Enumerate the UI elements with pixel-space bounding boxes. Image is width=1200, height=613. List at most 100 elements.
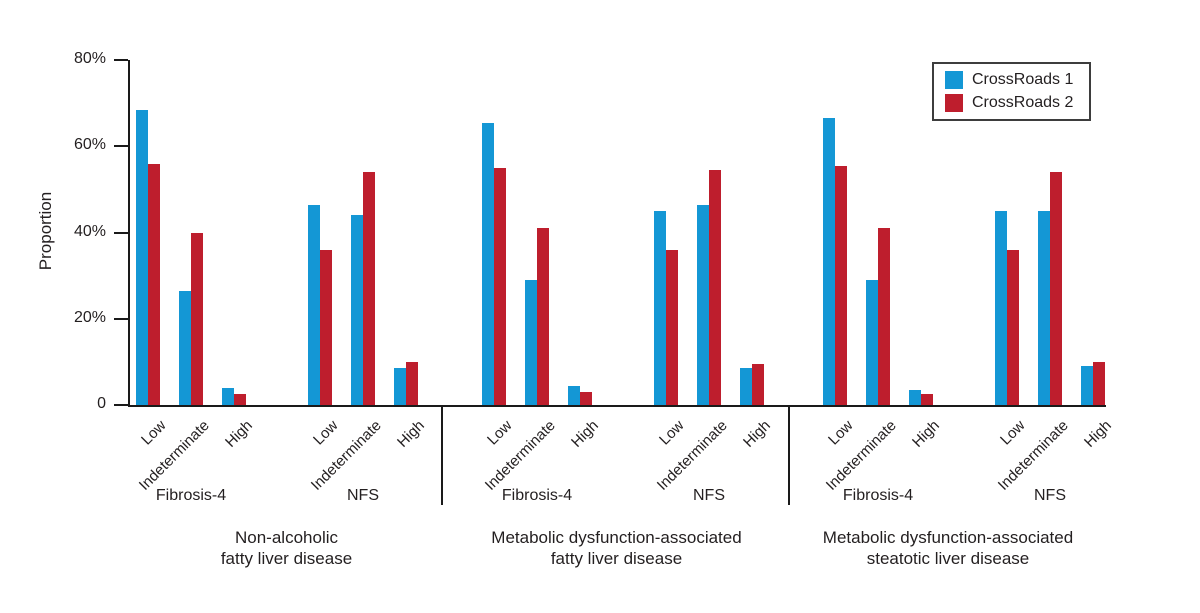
bar-pair: Low bbox=[995, 210, 1029, 448]
category-label: Low bbox=[310, 417, 343, 449]
bar-crossroads-1 bbox=[179, 290, 191, 405]
category-label: Low bbox=[138, 417, 171, 449]
category-label: High bbox=[1081, 417, 1116, 451]
category-label: Low bbox=[484, 417, 517, 449]
bar-crossroads-1 bbox=[136, 109, 148, 405]
panel-bars: Low Indeterminate High Fibrosis-4 Low Indeter… bbox=[823, 60, 1115, 504]
subgroup-label: NFS bbox=[347, 487, 379, 504]
bar-crossroads-1 bbox=[482, 122, 494, 405]
bar-crossroads-1 bbox=[654, 210, 666, 405]
panel-title-line: Metabolic dysfunction-associated bbox=[822, 528, 1074, 547]
y-tick-label: 60% bbox=[73, 136, 106, 154]
bar-crossroads-1 bbox=[995, 210, 1007, 405]
subgroup-bars: Low Indeterminate High bbox=[482, 122, 602, 494]
legend-label: CrossRoads 1 bbox=[972, 71, 1074, 88]
bar-crossroads-2 bbox=[537, 228, 549, 405]
y-tick-label: 0 bbox=[97, 395, 106, 412]
panel: Low Indeterminate High Fibrosis-4 Low Indeter… bbox=[790, 60, 1115, 568]
bar-crossroads-1 bbox=[1038, 210, 1050, 405]
subgroup: Low Indeterminate High NFS bbox=[654, 60, 774, 504]
subgroup: Low Indeterminate High Fibrosis-4 bbox=[482, 60, 602, 504]
bar-pair: High bbox=[740, 364, 774, 451]
subgroup-bars: Low Indeterminate High bbox=[654, 170, 774, 494]
panel-title: Non-alcoholic fatty liver disease bbox=[130, 527, 443, 569]
bar-crossroads-2 bbox=[1007, 249, 1019, 405]
y-tick-mark bbox=[114, 59, 128, 61]
bar-pair: Indeterminate bbox=[995, 172, 1072, 494]
legend: CrossRoads 1 CrossRoads 2 bbox=[932, 62, 1092, 121]
legend-item: CrossRoads 2 bbox=[945, 94, 1073, 112]
bar-pair: High bbox=[222, 387, 256, 451]
panel-title: Metabolic dysfunction-associated fatty li… bbox=[443, 527, 790, 569]
category-label: Low bbox=[656, 417, 689, 449]
panel-divider bbox=[788, 405, 790, 505]
subgroup: Low Indeterminate High Fibrosis-4 bbox=[823, 60, 943, 504]
bar-crossroads-2 bbox=[148, 163, 160, 405]
bar-crossroads-2 bbox=[494, 167, 506, 405]
y-tick-label: 80% bbox=[73, 50, 106, 67]
subgroup-bars: Low Indeterminate High bbox=[995, 172, 1115, 494]
bar-pair: Low bbox=[308, 204, 342, 448]
bar-pair: Indeterminate bbox=[654, 170, 731, 494]
bar-crossroads-2 bbox=[878, 228, 890, 405]
panels-container: Low Indeterminate High Fibrosis-4 Low Indeter… bbox=[130, 60, 1115, 568]
bar-pair: High bbox=[909, 389, 943, 451]
subgroup-bars: Low Indeterminate High bbox=[308, 172, 428, 494]
bar-pair: High bbox=[1081, 361, 1115, 451]
bar-crossroads-2 bbox=[1050, 172, 1062, 405]
bar-pair: Low bbox=[654, 210, 688, 448]
category-label: Low bbox=[825, 417, 858, 449]
legend-label: CrossRoads 2 bbox=[972, 94, 1074, 111]
bar-crossroads-1 bbox=[351, 215, 363, 405]
subgroup-label: Fibrosis-4 bbox=[501, 487, 573, 504]
bar-crossroads-2 bbox=[921, 394, 933, 405]
bar-crossroads-1 bbox=[568, 385, 580, 405]
bar-crossroads-2 bbox=[234, 394, 246, 405]
legend-swatch-crossroads-2 bbox=[945, 94, 963, 112]
category-label: High bbox=[394, 417, 429, 451]
panel-title: Metabolic dysfunction-associated steatoti… bbox=[790, 527, 1106, 569]
panel-bars: Low Indeterminate High Fibrosis-4 Low Indeter… bbox=[482, 60, 774, 504]
bar-crossroads-2 bbox=[406, 361, 418, 405]
panel-title-line: Metabolic dysfunction-associated bbox=[491, 528, 742, 547]
category-label: High bbox=[222, 417, 257, 451]
y-tick-mark bbox=[114, 404, 128, 406]
bar-pair: High bbox=[394, 361, 428, 451]
bar-crossroads-1 bbox=[525, 279, 537, 405]
bar-crossroads-2 bbox=[363, 172, 375, 405]
panel-title-line: steatotic liver disease bbox=[866, 549, 1030, 568]
bar-crossroads-1 bbox=[222, 387, 234, 405]
panel: Low Indeterminate High Fibrosis-4 Low Indeter… bbox=[130, 60, 443, 568]
category-label: Low bbox=[997, 417, 1030, 449]
y-tick-label: 40% bbox=[73, 222, 106, 240]
bar-pair: Indeterminate bbox=[823, 228, 900, 494]
legend-item: CrossRoads 1 bbox=[945, 71, 1073, 89]
subgroup-bars: Low Indeterminate High bbox=[136, 109, 256, 494]
bar-crossroads-2 bbox=[666, 249, 678, 405]
plot-area: Low Indeterminate High Fibrosis-4 Low Indeter… bbox=[128, 60, 1115, 568]
bar-crossroads-2 bbox=[752, 364, 764, 405]
bar-crossroads-2 bbox=[835, 165, 847, 405]
panel-divider bbox=[441, 405, 443, 505]
subgroup-label: NFS bbox=[693, 487, 725, 504]
bar-crossroads-1 bbox=[823, 118, 835, 405]
y-tick-mark bbox=[114, 145, 128, 148]
bar-crossroads-1 bbox=[740, 368, 752, 405]
bar-pair: Indeterminate bbox=[136, 232, 213, 494]
bar-crossroads-2 bbox=[320, 249, 332, 405]
bar-crossroads-1 bbox=[909, 389, 921, 405]
bar-pair: High bbox=[568, 385, 602, 451]
bar-pair: Indeterminate bbox=[308, 172, 385, 494]
panel-title-line: fatty liver disease bbox=[550, 549, 683, 568]
bar-pair: Low bbox=[823, 118, 857, 448]
subgroup: Low Indeterminate High Fibrosis-4 bbox=[136, 60, 256, 504]
subgroup: Low Indeterminate High NFS bbox=[308, 60, 428, 504]
subgroup-bars: Low Indeterminate High bbox=[823, 118, 943, 494]
bar-crossroads-2 bbox=[191, 232, 203, 405]
bar-crossroads-1 bbox=[866, 279, 878, 405]
panel-title-line: fatty liver disease bbox=[220, 549, 353, 568]
panel-bars: Low Indeterminate High Fibrosis-4 Low Indeter… bbox=[136, 60, 428, 504]
bar-crossroads-2 bbox=[580, 392, 592, 405]
legend-swatch-crossroads-1 bbox=[945, 71, 963, 89]
